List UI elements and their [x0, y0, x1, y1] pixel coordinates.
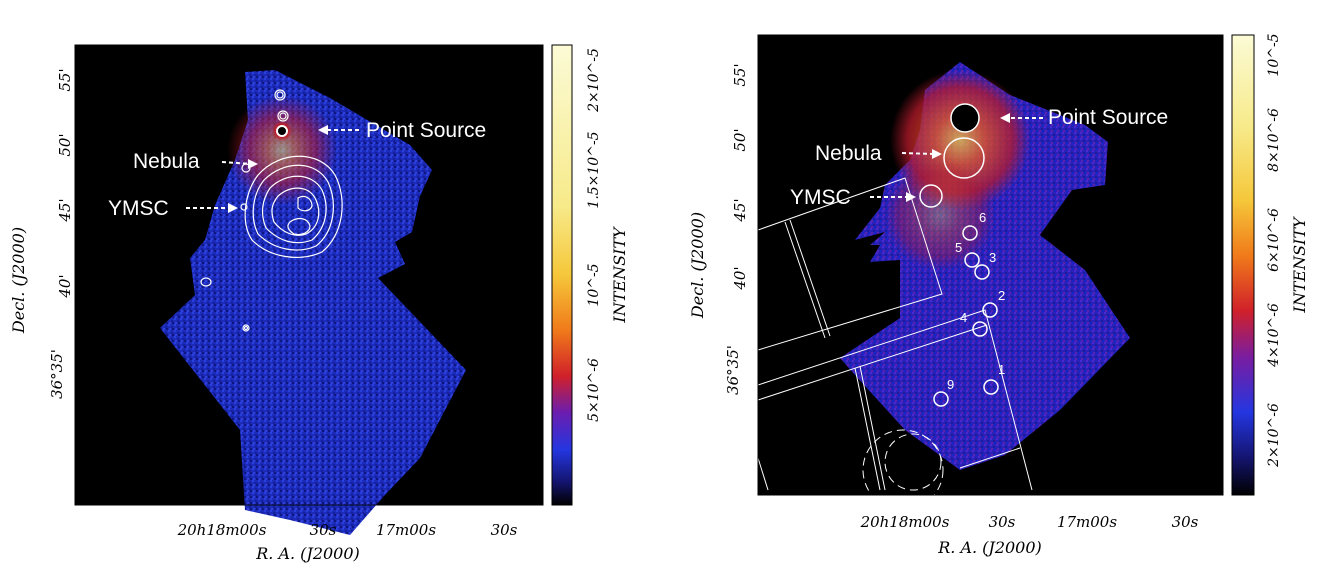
src-label-5: 5 — [955, 240, 962, 255]
left-dec-tick-35: 36°35' — [48, 349, 66, 399]
left-ra-tick-2: 30s — [310, 521, 337, 539]
right-annot-ymsc: YMSC — [790, 186, 851, 209]
left-xray-mosaic — [160, 70, 466, 535]
point-source-marker — [276, 125, 288, 137]
right-ra-tick-4: 30s — [1172, 513, 1199, 531]
source-regions — [919, 103, 999, 407]
left-cbar-tick-3: 10^-5 — [586, 263, 602, 306]
left-cbar-label: INTENSITY — [610, 226, 629, 324]
tev-contours — [200, 89, 343, 332]
right-dec-tick-50: 50' — [731, 128, 749, 151]
left-ylabel: Decl. (J2000) — [9, 227, 28, 334]
source-labels: 6 5 3 2 4 1 9 — [947, 210, 1005, 392]
right-ra-tick-1: 20h18m00s — [860, 513, 950, 531]
right-cbar-tick-2: 8×10^-6 — [1266, 108, 1282, 172]
src-label-2: 2 — [998, 288, 1005, 303]
left-dec-tick-55: 55' — [56, 68, 74, 91]
right-cbar-label: INTENSITY — [1290, 216, 1309, 314]
src-label-1: 1 — [998, 362, 1005, 377]
left-dec-tick-40: 40' — [56, 274, 74, 298]
src-label-4: 4 — [960, 310, 967, 325]
left-annot-ymsc: YMSC — [108, 197, 169, 220]
right-cbar-tick-5: 2×10^-6 — [1266, 403, 1282, 468]
left-ra-tick-4: 30s — [491, 521, 518, 539]
left-cbar-tick-2: 1.5×10^-5 — [586, 131, 602, 208]
src-label-3: 3 — [989, 250, 996, 265]
fov-outlines — [757, 177, 1033, 511]
right-dec-tick-45: 45' — [731, 198, 749, 222]
src-label-6: 6 — [979, 210, 986, 225]
right-cbar-tick-1: 10^-5 — [1266, 33, 1282, 76]
right-panel: 6 5 3 2 4 1 9 Point Source Nebula YMSC 5… — [688, 33, 1309, 557]
right-ra-tick-2: 30s — [989, 513, 1016, 531]
right-annotations: Point Source Nebula YMSC — [790, 106, 1168, 209]
left-ra-tick-3: 17m00s — [376, 521, 436, 539]
left-annotations: Point Source Nebula YMSC — [108, 119, 486, 220]
right-annot-point-source: Point Source — [1048, 106, 1168, 129]
left-ra-tick-1: 20h18m00s — [177, 521, 267, 539]
left-xlabel: R. A. (J2000) — [255, 544, 360, 563]
right-ylabel: Decl. (J2000) — [688, 212, 707, 319]
left-colorbar — [551, 44, 573, 506]
left-dec-tick-45: 45' — [56, 198, 74, 222]
right-colorbar — [1231, 34, 1255, 496]
right-dec-tick-35: 36°35' — [724, 345, 742, 395]
left-panel: Point Source Nebula YMSC 55' 50' 45' 40'… — [9, 44, 629, 563]
right-xlabel: R. A. (J2000) — [937, 538, 1042, 557]
left-cbar-tick-4: 5×10^-6 — [586, 358, 602, 422]
left-cbar-tick-1: 2×10^-5 — [586, 48, 602, 113]
right-ra-tick-3: 17m00s — [1057, 513, 1117, 531]
src-label-9: 9 — [947, 377, 954, 392]
right-cbar-tick-3: 6×10^-6 — [1266, 208, 1282, 272]
right-dec-tick-55: 55' — [731, 63, 749, 86]
right-dec-tick-40: 40' — [731, 266, 749, 290]
left-dec-tick-50: 50' — [56, 133, 74, 156]
right-annot-nebula: Nebula — [815, 142, 882, 165]
left-annot-nebula: Nebula — [133, 150, 200, 173]
right-cbar-tick-4: 4×10^-6 — [1266, 303, 1282, 368]
left-annot-point-source: Point Source — [366, 119, 486, 142]
